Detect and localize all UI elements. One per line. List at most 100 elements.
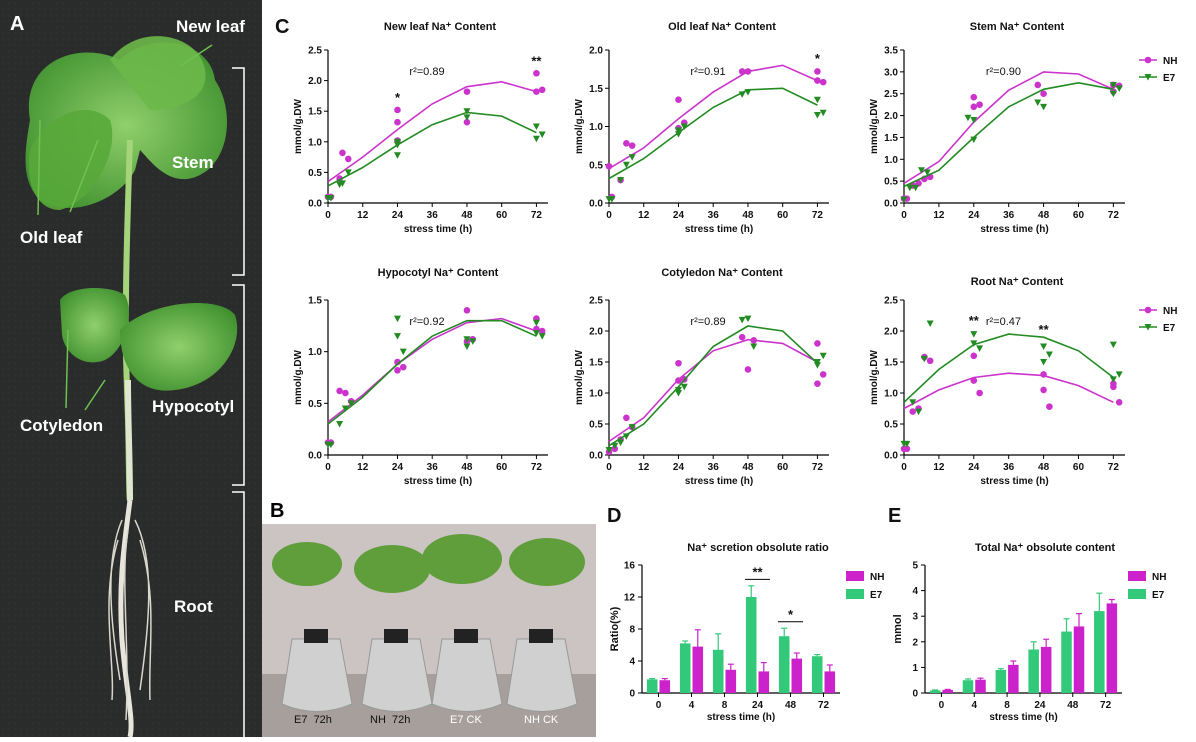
data-point-e7 — [617, 439, 625, 447]
label-hypocotyl: Hypocotyl — [152, 397, 234, 416]
data-point-nh — [675, 377, 682, 384]
data-point-e7 — [463, 114, 471, 121]
x-tick-label: 4 — [689, 700, 695, 711]
y-tick-label: 0.0 — [884, 199, 898, 210]
fit-curve-nh — [327, 80, 537, 183]
data-point-e7 — [920, 355, 928, 363]
x-tick-label: 36 — [427, 210, 439, 221]
bar-e7 — [745, 597, 757, 693]
significance-star: ** — [531, 53, 542, 68]
y-tick-label: 0.0 — [884, 451, 898, 462]
x-tick-label: 72 — [812, 462, 824, 473]
data-point-nh — [903, 445, 911, 453]
data-point-e7 — [532, 330, 540, 337]
y-tick-label: 1.5 — [308, 107, 322, 118]
y-tick-label: 8 — [629, 625, 635, 636]
y-tick-label: 0.5 — [589, 420, 603, 431]
data-point-nh — [623, 414, 630, 422]
x-tick-label: 24 — [968, 210, 980, 221]
data-point-nh — [623, 140, 630, 147]
bar-nh — [725, 669, 737, 693]
fit-curve-e7 — [327, 319, 537, 425]
data-point-e7 — [813, 112, 821, 119]
fit-curve-e7 — [608, 325, 818, 447]
y-tick-label: 2.0 — [589, 46, 603, 57]
y-tick-label: 0.0 — [308, 451, 322, 462]
y-tick-label: 1.5 — [589, 358, 603, 369]
y-tick-label: 0.5 — [884, 177, 898, 188]
x-tick-label: 24 — [1034, 700, 1046, 711]
data-point-e7 — [738, 91, 746, 98]
data-point-nh — [394, 366, 401, 374]
data-point-e7 — [750, 343, 758, 350]
data-point-nh — [976, 101, 983, 108]
legend-label: E7 — [1152, 590, 1165, 601]
data-point-e7 — [1109, 81, 1117, 89]
data-point-nh — [538, 327, 546, 335]
x-axis-label: stress time (h) — [404, 224, 472, 235]
data-point-e7 — [909, 399, 917, 406]
x-tick-label: 0 — [325, 462, 331, 473]
data-point-e7 — [926, 320, 934, 328]
bar-nh — [1040, 646, 1052, 693]
data-point-e7 — [341, 405, 349, 412]
data-point-nh — [970, 352, 978, 360]
x-tick-label: 8 — [1004, 700, 1010, 711]
y-tick-label: 2.5 — [308, 46, 322, 57]
data-point-e7 — [532, 135, 540, 143]
legend-marker — [1144, 74, 1152, 81]
y-axis-label: mmol/g.DW — [293, 98, 304, 154]
x-axis-label: stress time (h) — [707, 712, 775, 723]
significance-star: ** — [752, 564, 763, 579]
fit-curve-e7 — [327, 111, 537, 187]
y-tick-label: 0.0 — [589, 451, 603, 462]
chart-title: Old leaf Na⁺ Content — [668, 21, 776, 33]
y-tick-label: 12 — [624, 593, 636, 604]
bar-e7 — [962, 680, 974, 693]
x-tick-label: 72 — [1108, 462, 1120, 473]
y-tick-label: 2.5 — [589, 296, 603, 307]
chart-title: Total Na⁺ obsolute content — [975, 542, 1115, 554]
bar-nh — [692, 646, 704, 693]
x-tick-label: 60 — [1073, 462, 1085, 473]
fit-curve-e7 — [608, 87, 818, 180]
y-axis-label: mmol/g.DW — [574, 98, 585, 154]
chart-title: Root Na⁺ Content — [971, 276, 1064, 288]
label-new-leaf: New leaf — [176, 17, 245, 36]
x-axis-label: stress time (h) — [685, 224, 753, 235]
label-stem: Stem — [172, 153, 214, 172]
flask-illustration — [262, 524, 596, 737]
chart-title: New leaf Na⁺ Content — [384, 21, 496, 33]
data-point-nh — [533, 88, 540, 95]
data-point-nh — [744, 68, 752, 75]
bar-nh — [1106, 603, 1118, 693]
data-point-e7 — [338, 180, 346, 187]
fit-curve-nh — [608, 338, 818, 443]
data-point-nh — [344, 155, 352, 163]
y-tick-label: 1.0 — [308, 137, 322, 148]
data-point-e7 — [611, 442, 619, 450]
y-tick-label: 1.5 — [589, 84, 603, 95]
y-tick-label: 1.0 — [589, 389, 603, 400]
x-axis-label: stress time (h) — [404, 476, 472, 487]
data-point-e7 — [1040, 343, 1048, 350]
y-tick-label: 16 — [624, 561, 636, 572]
r-squared-annotation: r²=0.90 — [986, 66, 1021, 78]
data-point-e7 — [970, 116, 978, 124]
y-axis-label: mmol/g.DW — [574, 349, 585, 405]
bar-nh — [758, 671, 770, 693]
data-point-e7 — [622, 161, 630, 169]
data-point-e7 — [628, 424, 636, 431]
y-axis-label: mmol/g.DW — [869, 98, 880, 154]
panel-label-A: A — [10, 13, 24, 35]
bar-e7 — [778, 636, 790, 693]
y-axis-label: Ratio(%) — [609, 606, 621, 651]
y-tick-label: 2.5 — [884, 296, 898, 307]
bar-e7 — [1094, 611, 1105, 693]
x-tick-label: 12 — [638, 462, 650, 473]
data-point-nh — [738, 333, 746, 341]
data-point-e7 — [605, 447, 613, 454]
x-axis-label: stress time (h) — [989, 712, 1057, 723]
significance-star: * — [395, 90, 401, 105]
fit-curve-nh — [327, 317, 537, 423]
